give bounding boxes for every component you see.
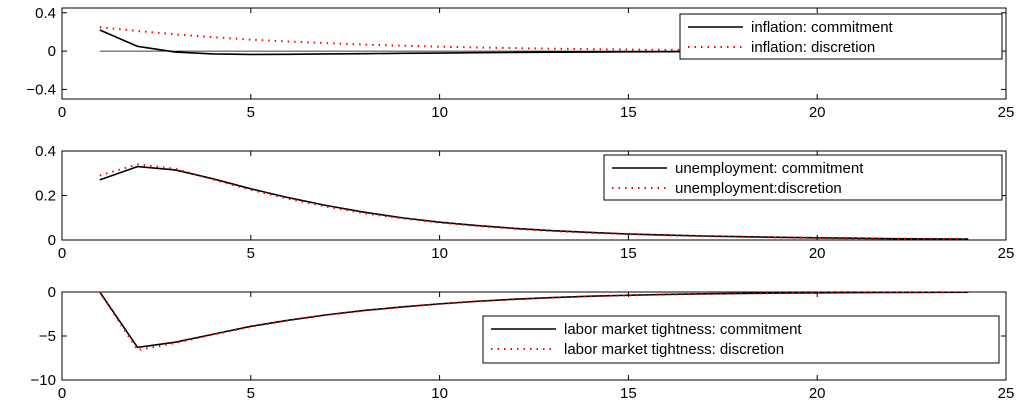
y-tick-label: 0.4 (35, 143, 56, 160)
x-tick-label: 5 (247, 104, 255, 121)
x-tick-label: 20 (809, 385, 826, 402)
y-tick-label: 0 (48, 232, 56, 249)
x-tick-label: 5 (247, 245, 255, 262)
legend-entry-label: inflation: discretion (751, 39, 875, 56)
legend: labor market tightness: commitment labor … (482, 315, 1000, 364)
legend: unemployment: commitment unemployment:dis… (603, 154, 1003, 201)
x-tick-label: 15 (620, 245, 637, 262)
x-tick-label: 25 (998, 385, 1015, 402)
x-tick-label: 20 (809, 104, 826, 121)
x-tick-label: 15 (620, 104, 637, 121)
x-tick-label: 15 (620, 385, 637, 402)
legend-entry-label: labor market tightness: commitment (564, 321, 802, 338)
series-line-commitment (99, 291, 969, 349)
legend-box (603, 154, 1003, 201)
y-tick-label: 0.4 (35, 5, 56, 22)
x-tick-label: 5 (247, 385, 255, 402)
y-tick-label: 0.2 (35, 188, 56, 205)
subplot-3: 0 5 10 15 20 25 0 −5 −10 labor market tightness: … (31, 284, 1015, 402)
legend-box (482, 315, 1000, 364)
y-tick-label: 0 (48, 43, 56, 60)
x-tick-label: 10 (431, 104, 448, 121)
x-tick-label: 25 (998, 104, 1015, 121)
y-tick-label: −5 (39, 328, 56, 345)
series-line-discretion (99, 163, 969, 241)
x-tick-label: 0 (58, 385, 66, 402)
legend: inflation: commitment inflation: discreti… (679, 13, 1003, 60)
legend-box (679, 13, 1003, 60)
x-tick-label: 0 (58, 104, 66, 121)
y-tick-label: −10 (31, 372, 56, 389)
y-tick-label: 0 (48, 284, 56, 301)
axes-frame (61, 7, 1007, 100)
x-tick-label: 0 (58, 245, 66, 262)
legend-entry-label: unemployment:discretion (675, 180, 842, 197)
legend-entry-label: inflation: commitment (751, 19, 894, 36)
legend-entry-label: unemployment: commitment (675, 160, 864, 177)
x-tick-label: 20 (809, 245, 826, 262)
x-tick-label: 10 (431, 385, 448, 402)
subplot-2: 0 5 10 15 20 25 0.4 0.2 0 unemployment: commitmen… (35, 143, 1014, 262)
x-tick-label: 25 (998, 245, 1015, 262)
x-tick-label: 10 (431, 245, 448, 262)
y-tick-label: −0.4 (26, 81, 56, 98)
legend-entry-label: labor market tightness: discretion (564, 341, 784, 358)
